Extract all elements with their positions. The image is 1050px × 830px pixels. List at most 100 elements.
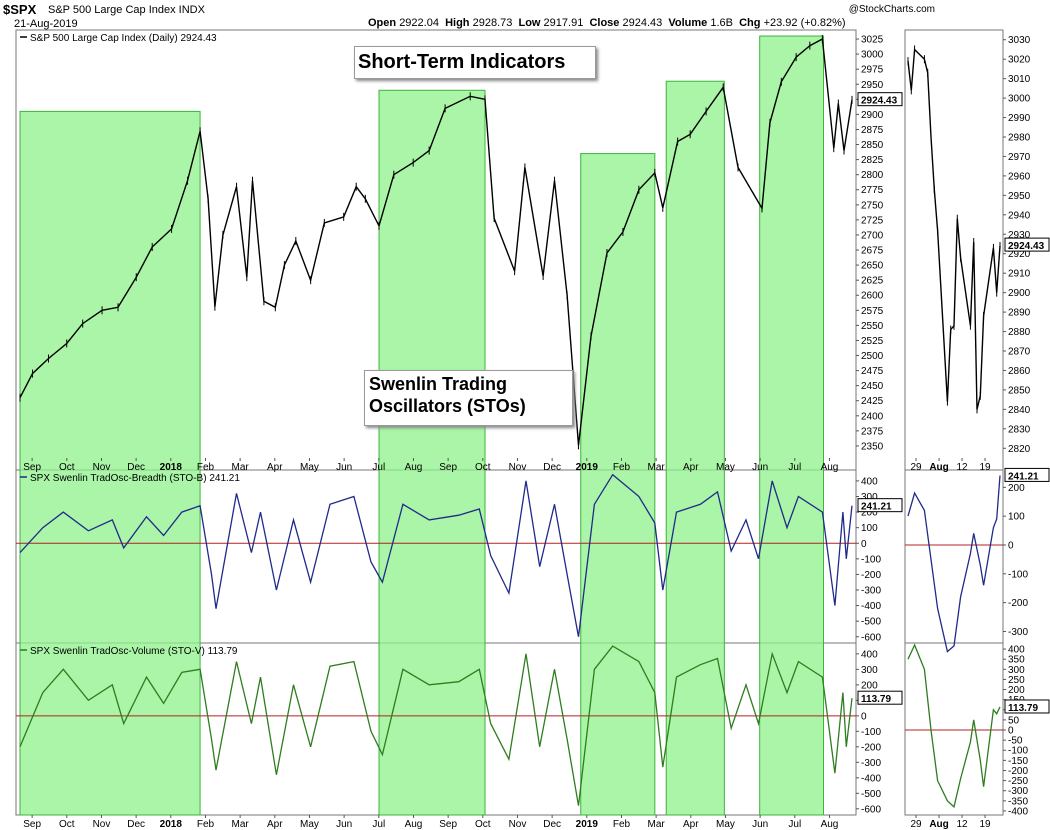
x-tick-label: Apr: [267, 819, 283, 830]
last-value-text: 241.21: [861, 502, 892, 513]
y-tick-label: 0: [861, 711, 867, 722]
x-tick-label: 12: [956, 819, 968, 830]
y-tick-label: 50: [1008, 715, 1020, 726]
y-tick-label: 0: [861, 539, 867, 550]
y-tick-label: 2725: [861, 215, 884, 226]
x-tick-label: Dec: [543, 462, 561, 473]
y-tick-label: 2975: [861, 65, 884, 76]
last-value-text: 113.79: [861, 694, 891, 705]
y-tick-label: 2750: [861, 200, 884, 211]
x-tick-label: Feb: [197, 819, 215, 830]
y-tick-label: 2775: [861, 185, 884, 196]
price-series: [19, 37, 853, 446]
y-tick-label: 2400: [861, 411, 884, 422]
y-tick-label: -200: [861, 742, 881, 753]
y-tick-label: 2450: [861, 381, 884, 392]
last-value-tag: 2924.43: [857, 92, 903, 107]
y-tick-label: -400: [861, 773, 881, 784]
y-tick-label: -300: [861, 758, 881, 769]
x-tick-label: Jul: [372, 462, 385, 473]
y-tick-label: 2600: [861, 291, 884, 302]
y-tick-label: 2860: [1008, 366, 1031, 377]
y-tick-label: 200: [861, 508, 878, 519]
x-tick-label: 29: [910, 819, 922, 830]
x-tick-label: 19: [979, 462, 991, 473]
y-tick-label: 2820: [1008, 444, 1031, 455]
x-tick-label: Oct: [59, 819, 75, 830]
y-tick-label: -300: [861, 586, 881, 597]
y-tick-label: 2950: [861, 80, 884, 91]
y-tick-label: 2850: [861, 140, 884, 151]
x-tick-label: Dec: [127, 462, 145, 473]
x-tick-label: 29: [910, 462, 922, 473]
x-tick-label: Aug: [929, 819, 948, 830]
close-value: 2924.43: [622, 17, 663, 29]
y-tick-label: 2940: [1008, 210, 1031, 221]
y-tick-label: 350: [1008, 655, 1025, 666]
low-value: 2917.91: [543, 17, 584, 29]
y-tick-label: -300: [1008, 786, 1028, 797]
x-tick-label: May: [716, 819, 735, 830]
chart-date: 21-Aug-2019: [14, 18, 78, 30]
x-tick-label: Dec: [127, 819, 145, 830]
y-tick-label: 3000: [1008, 94, 1031, 105]
x-tick-label: Sep: [439, 819, 457, 830]
y-tick-label: 2800: [861, 170, 884, 181]
x-tick-label: 2019: [576, 819, 599, 830]
x-tick-label: Oct: [475, 462, 491, 473]
panel-legend: S&P 500 Large Cap Index (Daily) 2924.43: [30, 33, 217, 44]
y-tick-label: 3025: [861, 35, 884, 46]
x-tick-label: Aug: [821, 462, 839, 473]
close-label: Close: [589, 17, 620, 29]
x-tick-label: Jun: [752, 462, 768, 473]
y-tick-label: -400: [1008, 806, 1028, 817]
x-tick-label: Aug: [821, 819, 839, 830]
chg-value: +23.92 (+0.82%): [763, 17, 846, 29]
y-tick-label: 3030: [1008, 35, 1031, 46]
y-tick-label: 2980: [1008, 133, 1031, 144]
x-tick-label: Jun: [752, 819, 768, 830]
x-tick-label: Jul: [788, 462, 801, 473]
y-tick-label: -350: [1008, 796, 1028, 807]
panel-legend: SPX Swenlin TradOsc-Volume (STO-V) 113.7…: [30, 646, 238, 657]
x-tick-label: Aug: [929, 462, 948, 473]
y-tick-label: 0: [1008, 540, 1014, 551]
y-tick-label: 3000: [861, 50, 884, 61]
sto-b-series: [19, 473, 853, 637]
y-tick-label: 2930: [1008, 230, 1031, 241]
x-tick-label: May: [716, 462, 735, 473]
x-tick-label: May: [300, 819, 319, 830]
x-tick-label: 19: [979, 819, 991, 830]
x-tick-label: Aug: [405, 462, 423, 473]
high-label: High: [445, 17, 470, 29]
last-value-tag: 113.79: [857, 690, 903, 705]
x-tick-label: Jun: [336, 819, 352, 830]
y-tick-label: 2960: [1008, 171, 1031, 182]
panel-legend: SPX Swenlin TradOsc-Breadth (STO-B) 241.…: [30, 473, 240, 484]
y-tick-label: 3010: [1008, 74, 1031, 85]
y-tick-label: 100: [1008, 512, 1025, 523]
sto-b-series: [907, 475, 1001, 653]
x-tick-label: Jun: [336, 462, 352, 473]
x-tick-label: Sep: [23, 819, 41, 830]
quote-bar: Open 2922.04 High 2928.73 Low 2917.91 Cl…: [368, 17, 846, 29]
sto-v-series: [907, 643, 1001, 809]
y-tick-label: 2970: [1008, 152, 1031, 163]
y-tick-label: -200: [861, 570, 881, 581]
symbol-name: S&P 500 Large Cap Index INDX: [48, 4, 205, 16]
y-tick-label: 2830: [1008, 424, 1031, 435]
chg-label: Chg: [739, 17, 761, 29]
y-tick-label: -100: [1008, 569, 1028, 580]
y-tick-label: 2575: [861, 306, 884, 317]
last-value-text: 2924.43: [861, 96, 898, 107]
x-tick-label: Mar: [648, 819, 666, 830]
x-tick-label: Mar: [232, 462, 250, 473]
y-tick-label: 2900: [1008, 288, 1031, 299]
volume-value: 1.6B: [710, 17, 733, 29]
y-tick-label: 2825: [861, 155, 884, 166]
y-tick-label: -500: [861, 789, 881, 800]
y-tick-label: 2500: [861, 351, 884, 362]
annotation-sto-line1: Swenlin Trading: [369, 374, 508, 394]
y-tick-label: -100: [861, 554, 881, 565]
